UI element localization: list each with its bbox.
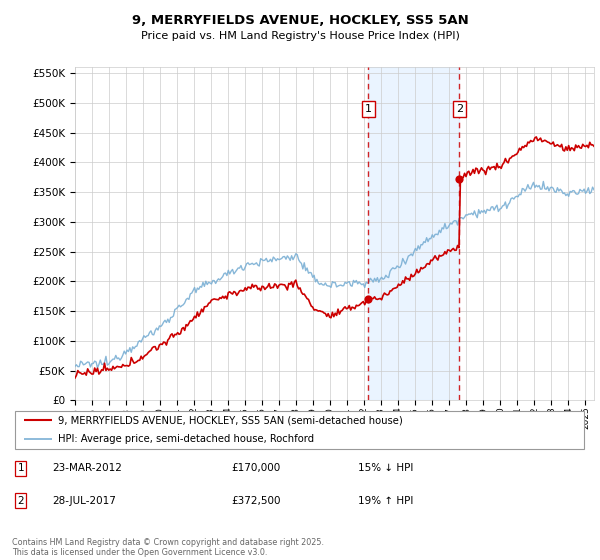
FancyBboxPatch shape [15, 411, 584, 449]
Text: 9, MERRYFIELDS AVENUE, HOCKLEY, SS5 5AN: 9, MERRYFIELDS AVENUE, HOCKLEY, SS5 5AN [131, 14, 469, 27]
Text: 19% ↑ HPI: 19% ↑ HPI [358, 496, 413, 506]
Bar [368, 67, 459, 400]
Text: £170,000: £170,000 [231, 464, 280, 473]
Text: HPI: Average price, semi-detached house, Rochford: HPI: Average price, semi-detached house,… [58, 435, 314, 445]
Text: 23-MAR-2012: 23-MAR-2012 [52, 464, 122, 473]
Text: 2: 2 [455, 104, 463, 114]
Text: 2: 2 [17, 496, 24, 506]
Text: 9, MERRYFIELDS AVENUE, HOCKLEY, SS5 5AN (semi-detached house): 9, MERRYFIELDS AVENUE, HOCKLEY, SS5 5AN … [58, 415, 403, 425]
Text: £372,500: £372,500 [231, 496, 280, 506]
Text: Price paid vs. HM Land Registry's House Price Index (HPI): Price paid vs. HM Land Registry's House … [140, 31, 460, 41]
Text: 1: 1 [365, 104, 371, 114]
Text: 1: 1 [17, 464, 24, 473]
Point [454, 174, 464, 183]
Text: Contains HM Land Registry data © Crown copyright and database right 2025.
This d: Contains HM Land Registry data © Crown c… [12, 538, 324, 557]
Text: 15% ↓ HPI: 15% ↓ HPI [358, 464, 413, 473]
Text: 28-JUL-2017: 28-JUL-2017 [52, 496, 116, 506]
Point [364, 295, 373, 304]
